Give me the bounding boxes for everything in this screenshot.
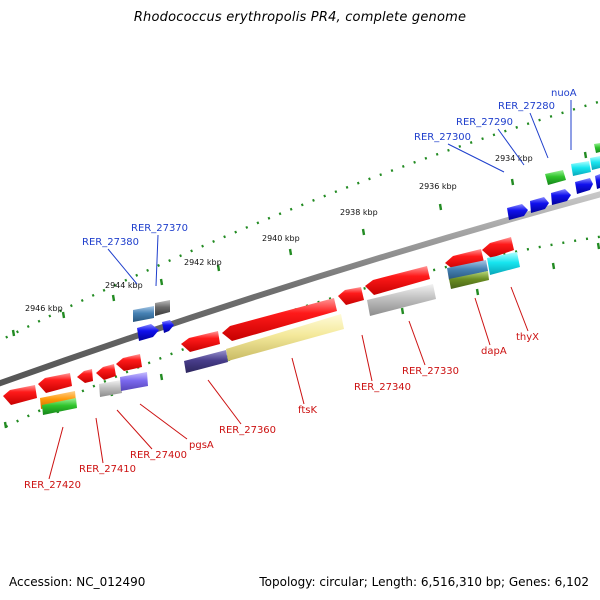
label-leader-lines <box>48 100 572 480</box>
forward-gene-labels: nuoA RER_27280 RER_27290 RER_27300 RER_27370… <box>82 88 577 248</box>
gene-green-1 <box>545 170 566 185</box>
scale-label: 2944 kbp <box>105 281 143 290</box>
gene-olive-1 <box>449 271 489 289</box>
accession-text: Accession: NC_012490 <box>9 575 146 589</box>
leader-line <box>497 128 525 166</box>
gene-medium-slate-1 <box>120 372 148 391</box>
gene-label-reverse: RER_27400 <box>130 450 187 461</box>
gene-dark-gray-1 <box>155 300 170 316</box>
gene-red-7 <box>338 287 364 305</box>
gene-gray-1 <box>99 380 122 397</box>
leader-line <box>107 248 138 285</box>
gene-label-reverse: ftsK <box>298 405 317 416</box>
leader-line <box>529 112 549 159</box>
scale-label: 2940 kbp <box>262 234 300 243</box>
leader-line <box>447 143 505 173</box>
gene-cyan-1 <box>571 161 591 176</box>
topology-text: Topology: circular; Length: 6,516,310 bp… <box>259 575 589 589</box>
gene-red-8 <box>365 266 430 295</box>
gene-label-reverse: thyX <box>516 332 539 343</box>
major-tick <box>583 151 588 159</box>
scale-label: 2938 kbp <box>340 208 378 217</box>
gene-label-forward: nuoA <box>551 88 577 99</box>
leader-line <box>510 286 529 332</box>
gene-blue-3 <box>507 204 528 220</box>
gene-blue-4 <box>530 197 549 213</box>
gene-blue-2 <box>162 320 174 333</box>
gene-red-1 <box>3 385 37 405</box>
gene-label-reverse: pgsA <box>189 440 214 451</box>
gene-red-10 <box>482 237 514 258</box>
gene-red-4 <box>96 364 116 380</box>
scale-label: 2936 kbp <box>419 182 457 191</box>
gene-cyan-3 <box>487 252 520 275</box>
gene-label-reverse: RER_27420 <box>24 480 81 491</box>
leader-line <box>474 297 491 346</box>
major-tick <box>159 373 164 381</box>
leader-line <box>155 234 159 287</box>
gene-khaki-1 <box>226 314 344 361</box>
scale-label: 2946 kbp <box>25 304 63 313</box>
gene-blue-6 <box>575 178 593 194</box>
gene-red-ftsk-region <box>222 298 337 341</box>
gene-label-forward: RER_27300 <box>414 132 471 143</box>
gene-green-2 <box>594 143 600 153</box>
gene-green-3 <box>42 398 77 415</box>
leader-line <box>116 409 153 450</box>
gene-label-forward: RER_27380 <box>82 237 139 248</box>
major-tick <box>111 294 116 302</box>
leader-line <box>408 320 426 366</box>
map-title: Rhodococcus erythropolis PR4, complete g… <box>133 10 467 25</box>
gene-label-reverse: RER_27360 <box>219 425 276 436</box>
leader-line <box>291 357 305 405</box>
scale-labels: 2934 kbp 2936 kbp 2938 kbp 2940 kbp 2942 kbp… <box>25 154 533 313</box>
gene-steel-blue-1 <box>133 306 154 322</box>
major-tick <box>400 307 405 315</box>
major-tick <box>361 228 366 236</box>
scale-label: 2934 kbp <box>495 154 533 163</box>
major-tick <box>11 329 16 337</box>
major-tick <box>551 262 556 270</box>
leader-line <box>207 379 242 425</box>
gene-blue-1 <box>137 324 159 341</box>
gene-label-reverse: RER_27340 <box>354 382 411 393</box>
major-tick <box>596 242 600 250</box>
gene-dark-slate-1 <box>184 350 228 373</box>
major-tick <box>61 311 66 319</box>
gene-label-forward: RER_27280 <box>498 101 555 112</box>
major-tick <box>3 421 8 429</box>
major-tick <box>438 203 443 211</box>
gene-red-9 <box>445 249 484 270</box>
leader-line <box>48 426 64 480</box>
leader-line <box>361 334 373 382</box>
major-tick <box>288 248 293 256</box>
gene-label-reverse: RER_27410 <box>79 464 136 475</box>
forward-strand-genes <box>133 143 600 341</box>
gene-label-forward: RER_27290 <box>456 117 513 128</box>
gene-blue-5 <box>551 189 571 205</box>
scale-label: 2942 kbp <box>184 258 222 267</box>
leader-line <box>139 403 188 440</box>
gene-steel-blue-2 <box>447 260 488 280</box>
major-tick <box>159 278 164 286</box>
chromosome-backbone <box>0 191 600 387</box>
gene-label-reverse: dapA <box>481 346 507 357</box>
major-tick <box>510 178 515 186</box>
gene-blue-7 <box>595 174 600 189</box>
major-tick <box>475 288 480 296</box>
leader-line <box>95 417 104 464</box>
gene-red-5 <box>116 354 142 371</box>
gene-red-2 <box>38 373 72 393</box>
reverse-strand-genes <box>3 237 520 415</box>
gene-label-forward: RER_27370 <box>131 223 188 234</box>
gene-red-6 <box>181 331 220 352</box>
gene-gray-2 <box>367 284 436 316</box>
gene-label-reverse: RER_27330 <box>402 366 459 377</box>
gene-red-3 <box>77 369 93 383</box>
major-tick <box>216 264 221 272</box>
gene-cyan-2 <box>590 156 600 170</box>
